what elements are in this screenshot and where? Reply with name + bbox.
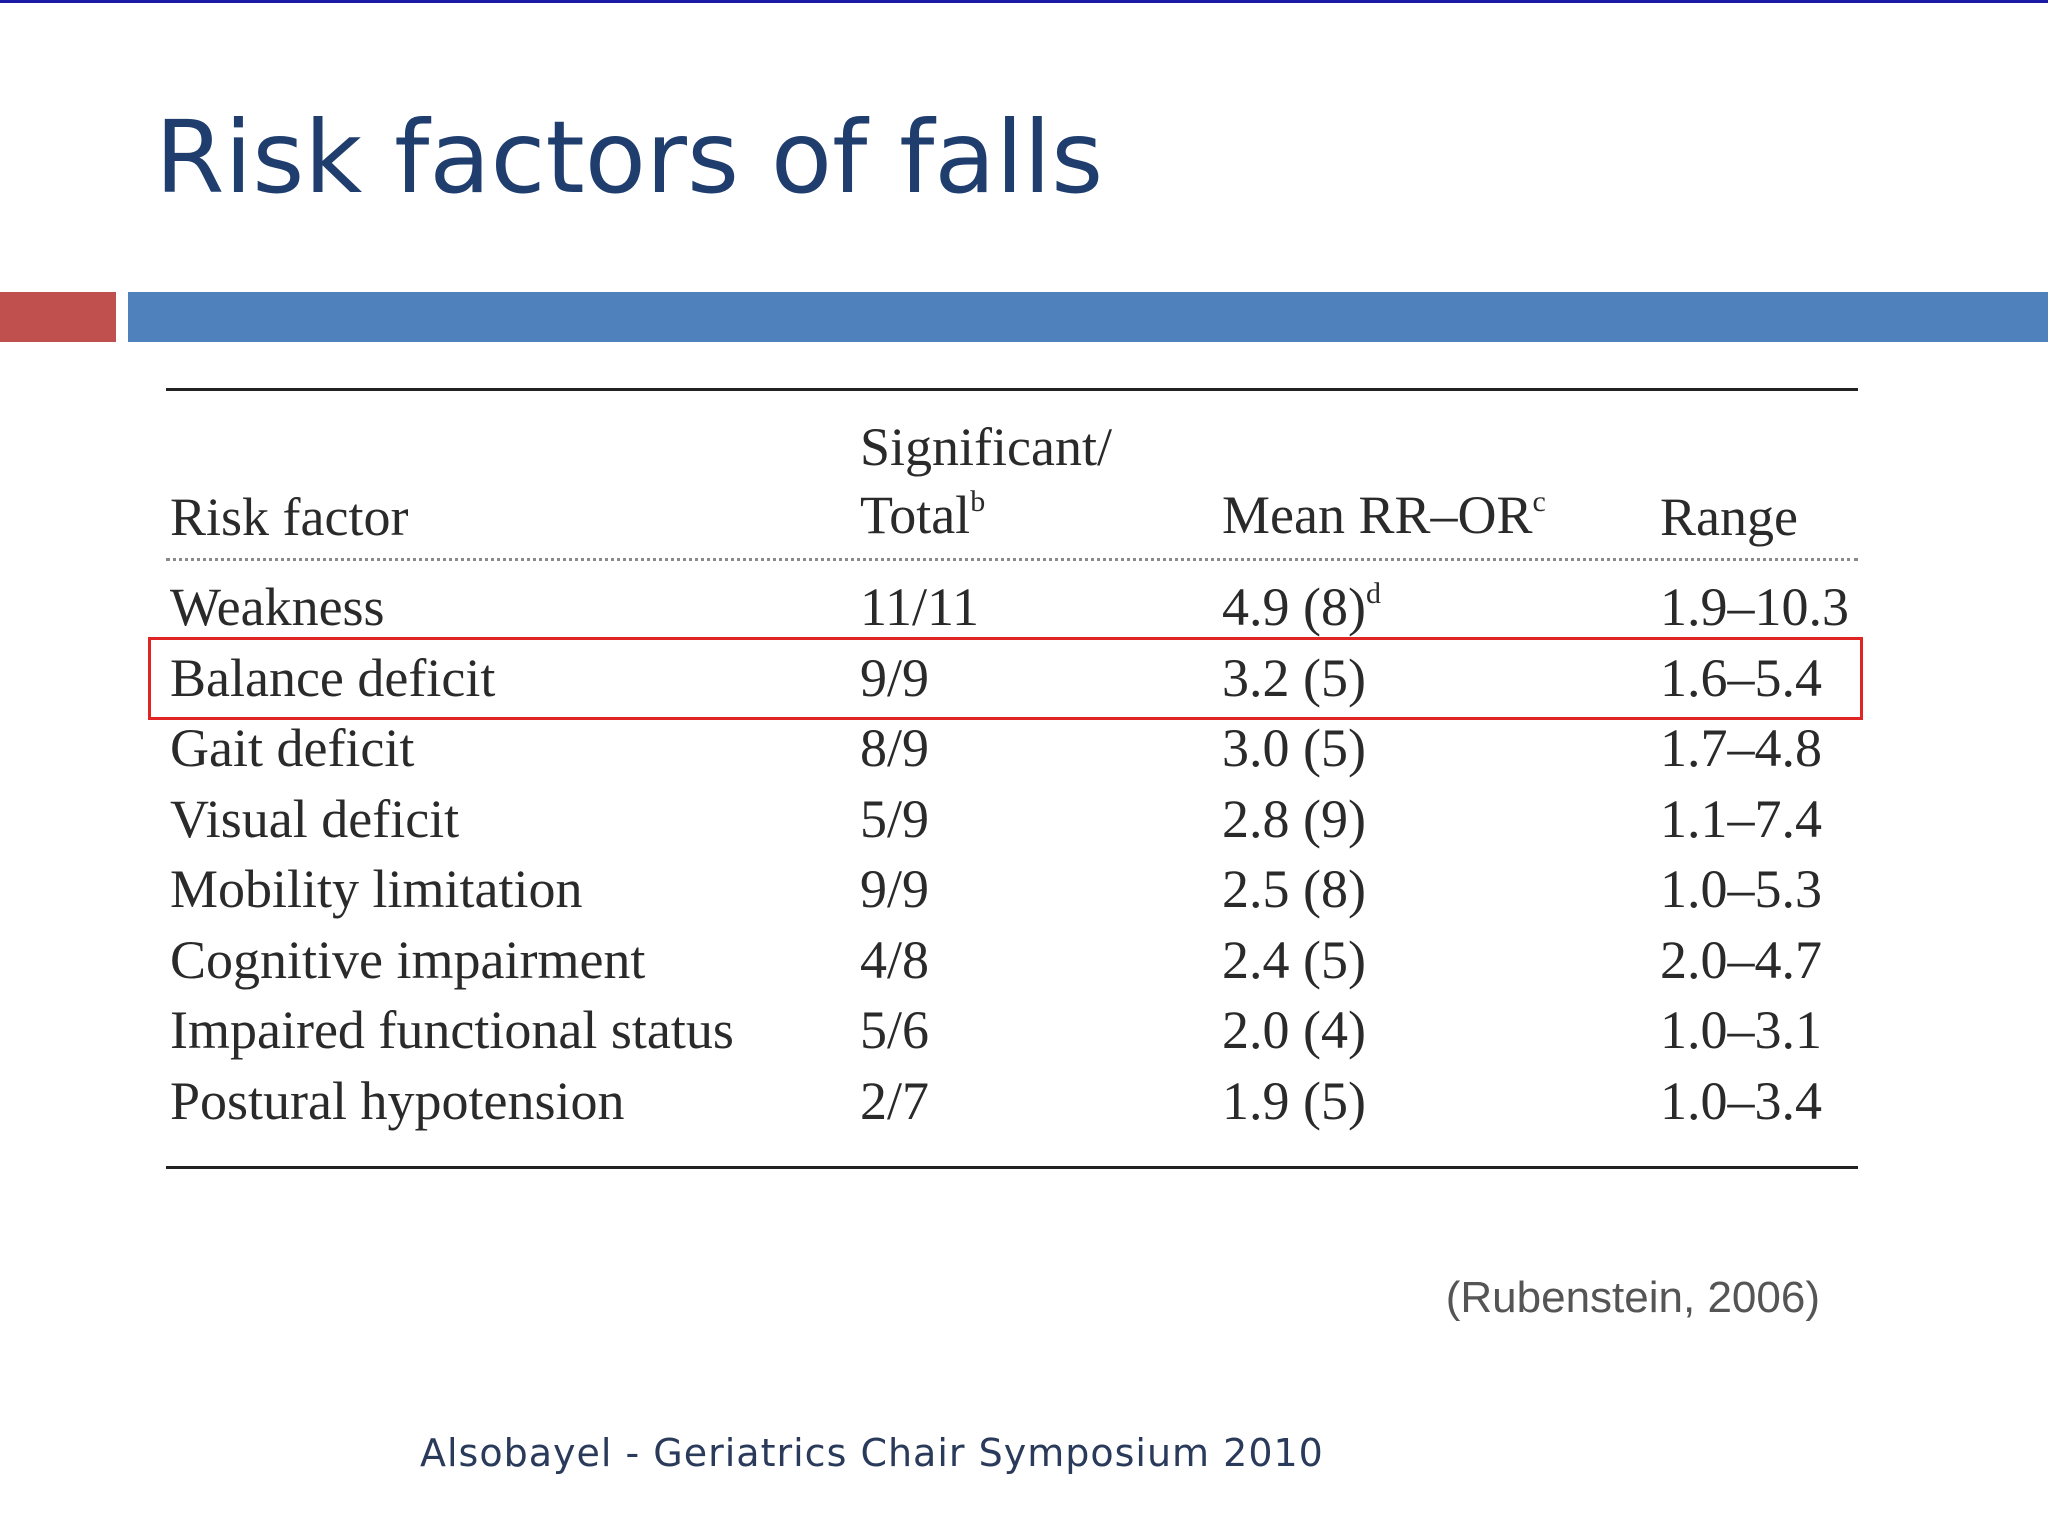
- cell-range-text: 1.1–7.4: [1660, 789, 1822, 849]
- cell-range: 1.0–3.1: [1660, 1003, 1822, 1057]
- table-bottom-rule: [166, 1166, 1858, 1169]
- title-accent-red-bar: [0, 292, 116, 342]
- cell-sig-text: 9/9: [860, 648, 930, 708]
- slide-title: Risk factors of falls: [155, 99, 1104, 216]
- citation: (Rubenstein, 2006): [1445, 1273, 1820, 1322]
- cell-mean: 4.9 (8)d: [1222, 577, 1381, 637]
- cell-factor: Balance deficit: [170, 651, 495, 705]
- cell-mean-text: 2.5 (8): [1222, 859, 1366, 919]
- header-significant-footnote: b: [970, 485, 986, 518]
- cell-factor-text: Balance deficit: [170, 648, 496, 708]
- header-mean-footnote: c: [1532, 485, 1546, 518]
- cell-factor-text: Mobility limitation: [170, 859, 583, 919]
- cell-mean: 2.4 (5): [1222, 933, 1366, 987]
- slide-footer: Alsobayel - Geriatrics Chair Symposium 2…: [420, 1431, 1324, 1475]
- cell-factor-text: Weakness: [170, 577, 385, 637]
- cell-range: 1.6–5.4: [1660, 651, 1822, 705]
- cell-range-text: 1.0–3.4: [1660, 1071, 1822, 1131]
- cell-mean-text: 4.9 (8): [1222, 577, 1366, 637]
- cell-mean: 2.0 (4): [1222, 1003, 1366, 1057]
- cell-range: 1.0–3.4: [1660, 1074, 1822, 1128]
- cell-range-text: 2.0–4.7: [1660, 930, 1822, 990]
- cell-mean-text: 2.0 (4): [1222, 1000, 1366, 1060]
- cell-factor: Weakness: [170, 580, 385, 634]
- header-range: Range: [1660, 487, 1798, 547]
- cell-mean: 3.2 (5): [1222, 651, 1366, 705]
- cell-range-text: 1.0–5.3: [1660, 859, 1822, 919]
- cell-factor-text: Visual deficit: [170, 789, 460, 849]
- cell-mean: 1.9 (5): [1222, 1074, 1366, 1128]
- cell-mean-footnote: d: [1365, 577, 1381, 610]
- cell-range: 1.1–7.4: [1660, 792, 1822, 846]
- header-significant-line1: Significant/: [860, 417, 1112, 477]
- cell-sig: 8/9: [860, 721, 929, 775]
- header-significant-total: Totalb: [860, 485, 986, 545]
- risk-factor-table: Risk factor Significant/ Totalb Mean RR–…: [166, 388, 1858, 1169]
- cell-factor-text: Impaired functional status: [170, 1000, 734, 1060]
- cell-sig-text: 4/8: [860, 930, 930, 990]
- cell-factor-text: Gait deficit: [170, 718, 415, 778]
- cell-range: 1.9–10.3: [1660, 580, 1849, 634]
- cell-sig-text: 5/6: [860, 1000, 930, 1060]
- cell-sig: 5/6: [860, 1003, 929, 1057]
- cell-sig: 2/7: [860, 1074, 929, 1128]
- cell-range-text: 1.9–10.3: [1660, 577, 1849, 637]
- cell-range-text: 1.0–3.1: [1660, 1000, 1822, 1060]
- cell-range: 2.0–4.7: [1660, 933, 1822, 987]
- cell-mean-text: 2.4 (5): [1222, 930, 1366, 990]
- cell-factor-text: Cognitive impairment: [170, 930, 646, 990]
- cell-sig-text: 9/9: [860, 859, 930, 919]
- cell-factor: Mobility limitation: [170, 862, 583, 916]
- cell-range-text: 1.6–5.4: [1660, 648, 1822, 708]
- cell-sig: 5/9: [860, 792, 929, 846]
- cell-range-text: 1.7–4.8: [1660, 718, 1822, 778]
- cell-sig: 11/11: [860, 580, 979, 634]
- cell-mean-text: 2.8 (9): [1222, 789, 1366, 849]
- table-top-rule: [166, 388, 1858, 391]
- cell-factor: Postural hypotension: [170, 1074, 625, 1128]
- cell-factor-text: Postural hypotension: [170, 1071, 625, 1131]
- cell-sig: 9/9: [860, 862, 929, 916]
- header-mean-label: Mean RR–OR: [1222, 485, 1533, 545]
- cell-mean: 3.0 (5): [1222, 721, 1366, 775]
- cell-mean-text: 3.0 (5): [1222, 718, 1366, 778]
- cell-range: 1.7–4.8: [1660, 721, 1822, 775]
- cell-mean: 2.5 (8): [1222, 862, 1366, 916]
- cell-sig-text: 11/11: [860, 577, 979, 637]
- header-risk-factor: Risk factor: [170, 487, 409, 547]
- highlight-box-balance-deficit: [148, 637, 1863, 720]
- cell-range: 1.0–5.3: [1660, 862, 1822, 916]
- cell-sig-text: 2/7: [860, 1071, 930, 1131]
- header-significant-line2: Total: [860, 485, 971, 545]
- cell-factor: Visual deficit: [170, 792, 459, 846]
- cell-sig: 9/9: [860, 651, 929, 705]
- cell-mean-text: 1.9 (5): [1222, 1071, 1366, 1131]
- title-accent-blue-bar: [128, 292, 2048, 342]
- cell-sig: 4/8: [860, 933, 929, 987]
- cell-sig-text: 5/9: [860, 789, 930, 849]
- cell-factor: Gait deficit: [170, 721, 414, 775]
- top-border-line: [0, 0, 2048, 3]
- cell-mean-text: 3.2 (5): [1222, 648, 1366, 708]
- cell-factor: Impaired functional status: [170, 1003, 734, 1057]
- header-mean-rr-or: Mean RR–ORc: [1222, 485, 1546, 545]
- cell-mean: 2.8 (9): [1222, 792, 1366, 846]
- header-divider: [166, 558, 1858, 561]
- cell-factor: Cognitive impairment: [170, 933, 645, 987]
- cell-sig-text: 8/9: [860, 718, 930, 778]
